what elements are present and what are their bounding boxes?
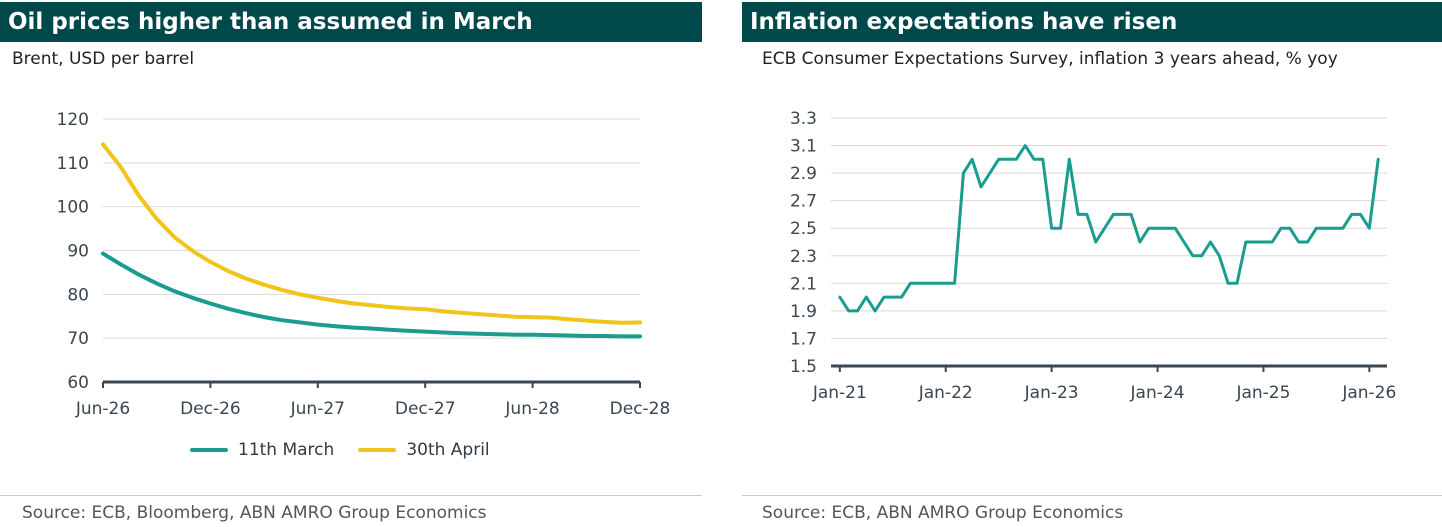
oil-price-chart: 60 70 80 90 100 110 120 Jun-26 Dec-26 Jun-27 Dec-2… — [57, 110, 671, 419]
y-tick-label: 120 — [57, 110, 89, 130]
series-line-30th-april — [101, 142, 642, 325]
x-tick-label: Jan-25 — [1235, 383, 1290, 403]
x-tick-label: Jun-28 — [504, 399, 559, 419]
chart-title: Inflation expectations have risen — [742, 2, 1442, 42]
legend-label: 11th March — [238, 440, 335, 460]
y-tick-label: 90 — [67, 242, 89, 262]
legend-item-30th-april: 30th April — [358, 440, 490, 460]
chart-title: Oil prices higher than assumed in March — [0, 2, 702, 42]
divider — [0, 495, 702, 496]
inflation-expectations-panel: Inflation expectations have risen ECB Co… — [742, 0, 1442, 527]
legend-swatch — [190, 448, 228, 452]
x-tick-label: Jun-26 — [75, 399, 130, 419]
x-tick-label: Jun-27 — [290, 399, 345, 419]
y-tick-label: 2.5 — [790, 219, 817, 239]
y-tick-label: 80 — [67, 285, 89, 305]
y-tick-label: 3.3 — [790, 109, 817, 129]
y-tick-label: 2.7 — [790, 192, 817, 212]
x-tick-label: Jan-24 — [1130, 383, 1185, 403]
x-tick-label: Dec-26 — [180, 399, 241, 419]
chart-subtitle: ECB Consumer Expectations Survey, inflat… — [762, 49, 1338, 69]
source-note: Source: ECB, Bloomberg, ABN AMRO Group E… — [22, 503, 487, 523]
x-tick-label: Jan-23 — [1024, 383, 1079, 403]
x-tick-label: Jan-22 — [918, 383, 973, 403]
divider — [742, 495, 1442, 496]
y-tick-label: 2.3 — [790, 247, 817, 267]
x-tick-label: Dec-28 — [610, 399, 671, 419]
y-tick-label: 1.7 — [790, 329, 817, 349]
y-tick-label: 1.9 — [790, 302, 817, 322]
x-tick-label: Jan-26 — [1341, 383, 1396, 403]
y-tick-label: 60 — [67, 373, 89, 393]
x-tick-label: Dec-27 — [395, 399, 456, 419]
y-tick-label: 3.1 — [790, 137, 817, 157]
series-line-11th-march — [101, 251, 642, 339]
oil-prices-panel: Oil prices higher than assumed in March … — [0, 0, 702, 527]
y-tick-label: 2.1 — [790, 274, 817, 294]
inflation-expectations-chart: 1.5 1.7 1.9 2.1 2.3 2.5 2.7 2.9 3.1 3.3 Jan-21 Jan-… — [790, 109, 1396, 403]
legend-label: 30th April — [406, 440, 490, 460]
x-tick-label: Jan-21 — [812, 383, 867, 403]
series-line-inflation-expectations-3y-ahead — [838, 144, 1380, 313]
y-tick-label: 100 — [57, 198, 89, 218]
chart-subtitle: Brent, USD per barrel — [12, 49, 195, 69]
y-tick-label: 1.5 — [790, 357, 817, 377]
y-tick-label: 110 — [57, 154, 89, 174]
legend-swatch — [358, 448, 397, 452]
y-tick-label: 70 — [67, 329, 89, 349]
source-note: Source: ECB, ABN AMRO Group Economics — [762, 503, 1124, 523]
chart-legend: 11th March 30th April — [190, 440, 514, 460]
legend-item-11th-march: 11th March — [190, 440, 334, 460]
y-tick-label: 2.9 — [790, 164, 817, 184]
